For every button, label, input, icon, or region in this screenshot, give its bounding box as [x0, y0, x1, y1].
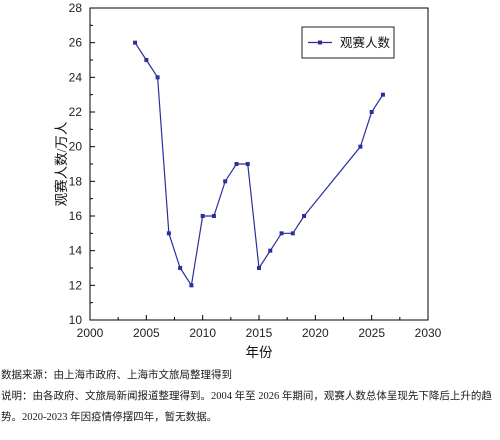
x-tick-label: 2025 [358, 326, 385, 340]
data-point [144, 58, 149, 62]
data-point [223, 179, 228, 184]
data-point [178, 266, 183, 270]
data-point [234, 162, 239, 166]
y-tick-label: 22 [69, 105, 83, 119]
x-tick-label: 2020 [302, 326, 329, 340]
legend-label: 观赛人数 [340, 35, 391, 50]
chart-footer: 数据来源：由上海市政府、上海市文旅局整理得到 说明：由各政府、文旅局新闻报道整理… [1, 365, 498, 428]
line-chart: 2000 2005 2010 2015 2020 2025 2030 10 12 14 16 18 20… [54, 1, 442, 360]
x-tick-label: 2015 [246, 326, 273, 340]
x-tick-label: 2010 [189, 326, 216, 340]
y-tick-label: 28 [69, 1, 83, 15]
data-point [200, 214, 205, 218]
y-tick-label: 10 [69, 313, 83, 327]
data-point [369, 110, 374, 114]
y-axis-title: 观赛人数/万人 [54, 121, 69, 206]
data-point [189, 283, 194, 288]
data-point [211, 214, 216, 218]
x-axis-title: 年份 [246, 345, 273, 360]
x-tick-label: 2030 [415, 326, 442, 340]
x-tick-label: 2000 [77, 326, 104, 340]
series-line [134, 42, 384, 287]
y-tick-label: 14 [69, 244, 83, 258]
y-tick-label: 12 [69, 278, 83, 292]
x-tick-label: 2005 [133, 326, 160, 340]
data-source-note: 数据来源：由上海市政府、上海市文旅局整理得到 [1, 370, 232, 381]
y-tick-label: 26 [69, 36, 83, 50]
data-point [380, 92, 385, 97]
y-tick-label: 20 [69, 140, 83, 154]
description-note: 说明：由各政府、文旅局新闻报道整理得到。2004 年至 2026 年期间，观赛人… [1, 391, 492, 423]
legend-marker [318, 40, 322, 45]
y-tick-label: 16 [69, 209, 83, 223]
data-point [268, 248, 273, 253]
data-point [133, 40, 138, 45]
data-point [166, 231, 171, 236]
data-point [290, 231, 295, 236]
data-point [358, 144, 363, 149]
legend: 观赛人数 [301, 26, 395, 59]
data-point [279, 231, 284, 236]
data-point [155, 75, 160, 80]
y-tick-label: 18 [69, 174, 83, 188]
data-point [302, 214, 307, 218]
y-tick-label: 24 [69, 70, 83, 84]
data-point [245, 162, 250, 166]
data-point [257, 266, 261, 270]
